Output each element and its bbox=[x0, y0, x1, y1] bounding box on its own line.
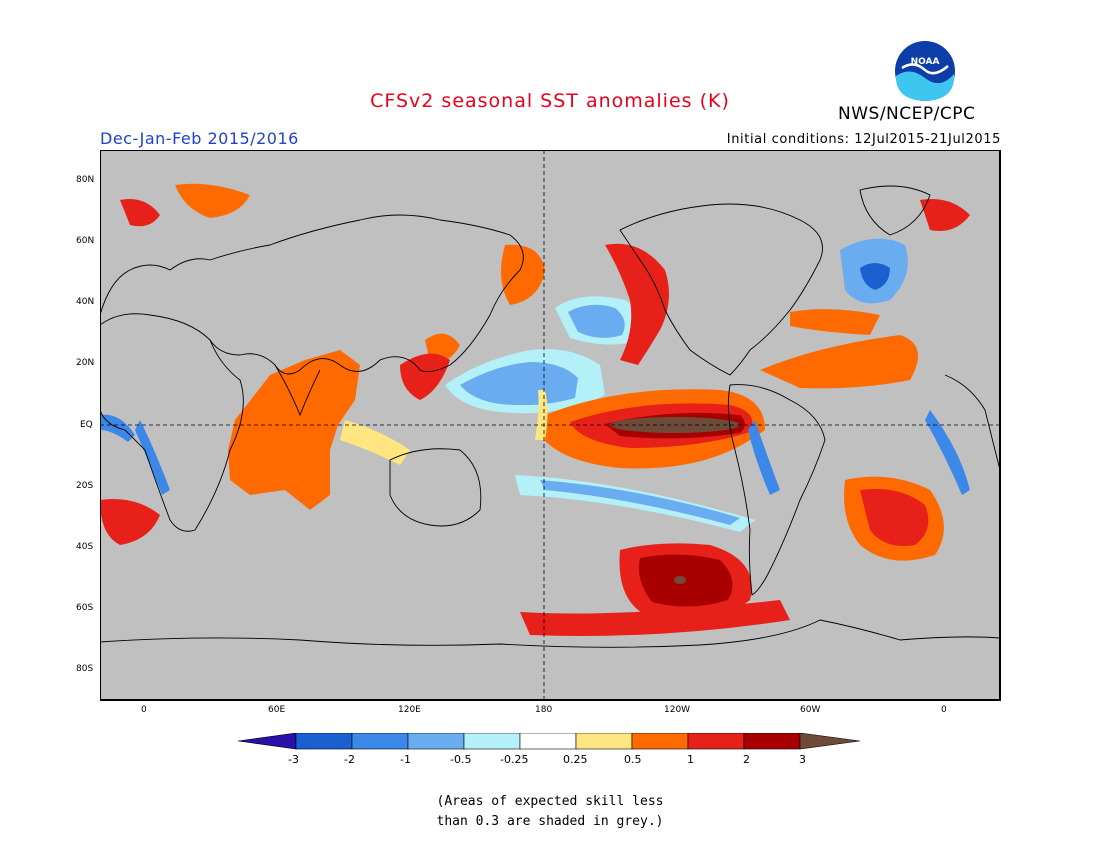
lat-label: 60S bbox=[76, 603, 94, 613]
south-america-outline bbox=[727, 384, 826, 596]
footnote-line: (Areas of expected skill less bbox=[436, 794, 664, 809]
colorbar-swatch bbox=[519, 732, 577, 750]
chart-title: CFSv2 seasonal SST anomalies (K) bbox=[370, 90, 730, 112]
season-label: Dec-Jan-Feb 2015/2016 bbox=[100, 129, 299, 148]
colorbar-label: -2 bbox=[344, 753, 355, 766]
india-outline bbox=[274, 364, 321, 417]
colorbar-label: -0.5 bbox=[450, 753, 472, 766]
lat-label: 20N bbox=[76, 358, 95, 368]
colorbar-swatch bbox=[799, 732, 861, 750]
lon-label: 180 bbox=[535, 705, 553, 715]
colorbar-swatch bbox=[237, 732, 297, 750]
colorbar-label: 0.5 bbox=[624, 753, 642, 766]
anomaly-patches bbox=[100, 183, 970, 636]
colorbar-swatch bbox=[463, 732, 521, 750]
lat-label: 20S bbox=[76, 481, 94, 491]
lon-label: 120E bbox=[398, 705, 421, 715]
colorbar-swatch bbox=[687, 732, 745, 750]
lon-label: 60E bbox=[268, 705, 286, 715]
lat-label: 80S bbox=[76, 664, 94, 674]
colorbar-swatch bbox=[351, 732, 409, 750]
eurasia-outline bbox=[100, 214, 524, 375]
colorbar-label: 3 bbox=[799, 753, 806, 766]
logo-text: NOAA bbox=[911, 57, 940, 67]
footnote-line: than 0.3 are shaded in grey.) bbox=[436, 814, 664, 829]
antarctica-outline bbox=[100, 619, 1000, 648]
lat-label: 40S bbox=[76, 542, 94, 552]
colorbar bbox=[237, 732, 862, 755]
colorbar-swatch bbox=[407, 732, 465, 750]
lon-label: 0 bbox=[941, 705, 947, 715]
africa-outline-repeat bbox=[944, 374, 1000, 471]
colorbar-label: 1 bbox=[687, 753, 694, 766]
agency-label: NWS/NCEP/CPC bbox=[838, 104, 976, 124]
continents bbox=[100, 185, 1000, 648]
lat-label: 60N bbox=[76, 236, 95, 246]
noaa-logo: NOAA bbox=[894, 40, 956, 106]
colorbar-swatch bbox=[575, 732, 633, 750]
colorbar-swatch bbox=[743, 732, 801, 750]
colorbar-label: -3 bbox=[288, 753, 299, 766]
lat-label: 80N bbox=[76, 175, 95, 185]
australia-outline bbox=[389, 448, 482, 527]
colorbar-swatch bbox=[295, 732, 353, 750]
north-america-outline bbox=[619, 203, 823, 376]
footnote: (Areas of expected skill less than 0.3 a… bbox=[0, 792, 1100, 832]
lon-label: 120W bbox=[664, 705, 691, 715]
initial-conditions-label: Initial conditions: 12Jul2015-21Jul2015 bbox=[726, 132, 1001, 147]
africa-outline bbox=[100, 313, 244, 532]
colorbar-label: 2 bbox=[743, 753, 750, 766]
colorbar-label: -0.25 bbox=[500, 753, 529, 766]
lat-label: EQ bbox=[80, 420, 93, 430]
colorbar-label: 0.25 bbox=[563, 753, 588, 766]
lon-label: 0 bbox=[141, 705, 147, 715]
lat-label: 40N bbox=[76, 297, 95, 307]
lon-label: 60W bbox=[800, 705, 821, 715]
sst-anomaly-map bbox=[96, 149, 1002, 706]
greenland-outline bbox=[859, 185, 931, 236]
colorbar-swatch bbox=[631, 732, 689, 750]
colorbar-label: -1 bbox=[400, 753, 411, 766]
